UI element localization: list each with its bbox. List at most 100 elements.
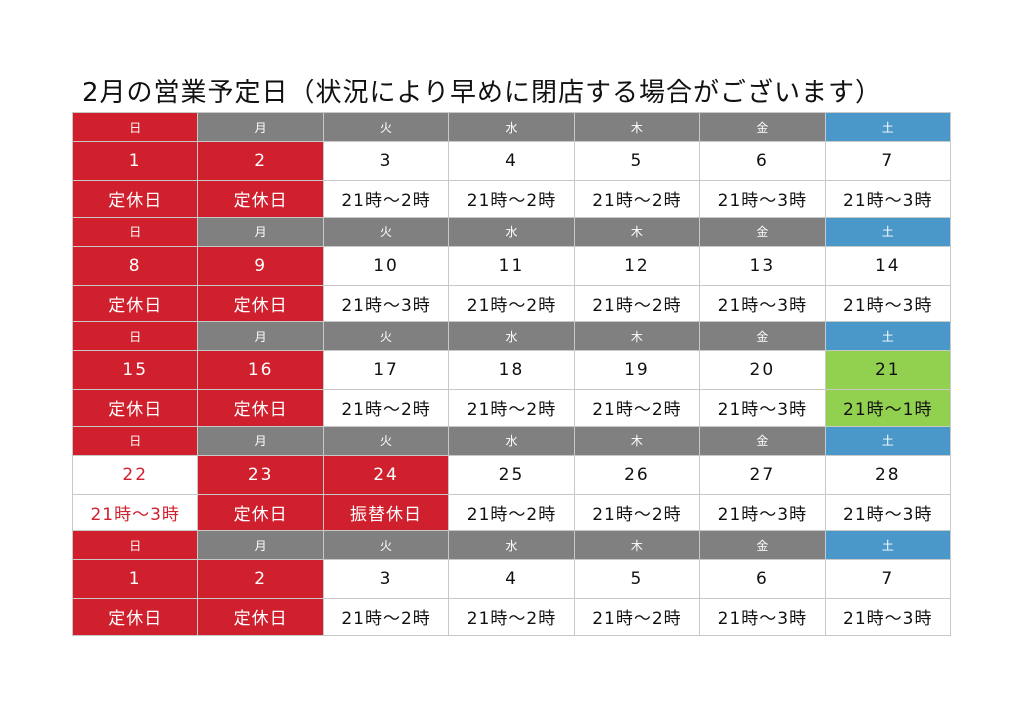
- hours: 定休日: [197, 180, 324, 218]
- date: 24: [322, 454, 450, 495]
- hours: 21時〜2時: [448, 389, 575, 427]
- date: 5: [573, 559, 701, 599]
- weekday-header: 土: [824, 216, 951, 247]
- hours: 21時〜2時: [322, 180, 450, 218]
- weekday-header: 水: [448, 112, 575, 142]
- hours: 定休日: [197, 284, 324, 322]
- date: 25: [448, 454, 575, 495]
- date: 11: [448, 245, 575, 286]
- weekday-header: 日: [72, 425, 199, 456]
- date: 15: [72, 350, 199, 390]
- date: 4: [448, 141, 575, 181]
- weekday-header: 土: [824, 112, 951, 142]
- hours: 振替休日: [322, 493, 450, 531]
- weekday-header: 日: [72, 216, 199, 247]
- hours: 21時〜2時: [448, 598, 575, 636]
- weekday-header: 土: [824, 321, 951, 351]
- hours: 21時〜3時: [824, 493, 951, 531]
- weekday-header: 木: [573, 425, 701, 456]
- hours: 21時〜2時: [573, 389, 701, 427]
- weekday-header: 日: [72, 112, 199, 142]
- weekday-header: 金: [699, 321, 826, 351]
- date: 7: [824, 559, 951, 599]
- weekday-header: 日: [72, 530, 199, 560]
- date: 22: [72, 454, 199, 495]
- hours: 21時〜3時: [699, 389, 826, 427]
- hours: 21時〜3時: [699, 284, 826, 322]
- date: 3: [322, 559, 450, 599]
- weekday-header: 木: [573, 321, 701, 351]
- weekday-header: 水: [448, 216, 575, 247]
- hours: 21時〜2時: [322, 598, 450, 636]
- weekday-header: 水: [448, 530, 575, 560]
- date: 1: [72, 141, 199, 181]
- date: 19: [573, 350, 701, 390]
- weekday-header: 火: [322, 530, 450, 560]
- hours: 定休日: [72, 284, 199, 322]
- hours: 21時〜3時: [824, 284, 951, 322]
- weekday-header: 日: [72, 321, 199, 351]
- date: 16: [197, 350, 324, 390]
- hours: 21時〜3時: [699, 180, 826, 218]
- hours: 21時〜2時: [573, 180, 701, 218]
- date: 9: [197, 245, 324, 286]
- hours: 21時〜3時: [699, 598, 826, 636]
- date: 20: [699, 350, 826, 390]
- date: 13: [699, 245, 826, 286]
- weekday-header: 水: [448, 425, 575, 456]
- hours: 定休日: [197, 389, 324, 427]
- title: 2月の営業予定日（状況により早めに閉店する場合がございます）: [82, 78, 883, 108]
- date: 1: [72, 559, 199, 599]
- hours: 21時〜3時: [699, 493, 826, 531]
- hours: 21時〜2時: [573, 598, 701, 636]
- hours: 定休日: [72, 389, 199, 427]
- date: 12: [573, 245, 701, 286]
- hours: 定休日: [72, 598, 199, 636]
- date: 27: [699, 454, 826, 495]
- weekday-header: 金: [699, 112, 826, 142]
- date: 21: [824, 350, 951, 390]
- date: 7: [824, 141, 951, 181]
- weekday-header: 火: [322, 425, 450, 456]
- weekday-header: 月: [197, 530, 324, 560]
- date: 4: [448, 559, 575, 599]
- date: 5: [573, 141, 701, 181]
- weekday-header: 木: [573, 112, 701, 142]
- date: 26: [573, 454, 701, 495]
- weekday-header: 金: [699, 216, 826, 247]
- weekday-header: 木: [573, 530, 701, 560]
- weekday-header: 月: [197, 321, 324, 351]
- date: 8: [72, 245, 199, 286]
- hours: 定休日: [197, 493, 324, 531]
- weekday-header: 月: [197, 425, 324, 456]
- hours: 21時〜3時: [72, 493, 199, 531]
- date: 6: [699, 559, 826, 599]
- weekday-header: 金: [699, 425, 826, 456]
- weekday-header: 月: [197, 112, 324, 142]
- date: 17: [322, 350, 450, 390]
- weekday-header: 水: [448, 321, 575, 351]
- hours: 定休日: [197, 598, 324, 636]
- weekday-header: 金: [699, 530, 826, 560]
- hours: 21時〜3時: [824, 180, 951, 218]
- hours: 21時〜2時: [448, 493, 575, 531]
- date: 10: [322, 245, 450, 286]
- date: 28: [824, 454, 951, 495]
- weekday-header: 月: [197, 216, 324, 247]
- weekday-header: 火: [322, 321, 450, 351]
- hours: 21時〜2時: [322, 389, 450, 427]
- date: 18: [448, 350, 575, 390]
- date: 14: [824, 245, 951, 286]
- weekday-header: 火: [322, 112, 450, 142]
- hours: 21時〜2時: [573, 493, 701, 531]
- weekday-header: 木: [573, 216, 701, 247]
- hours: 21時〜2時: [448, 284, 575, 322]
- weekday-header: 土: [824, 530, 951, 560]
- hours: 21時〜2時: [448, 180, 575, 218]
- hours: 21時〜3時: [322, 284, 450, 322]
- weekday-header: 火: [322, 216, 450, 247]
- schedule-table: 日 1 定休日月 2 定休日火 3 21時〜2時水 4 21時〜2時木 5 21時〜2時金 6 21時〜…: [72, 112, 951, 636]
- hours: 21時〜2時: [573, 284, 701, 322]
- date: 6: [699, 141, 826, 181]
